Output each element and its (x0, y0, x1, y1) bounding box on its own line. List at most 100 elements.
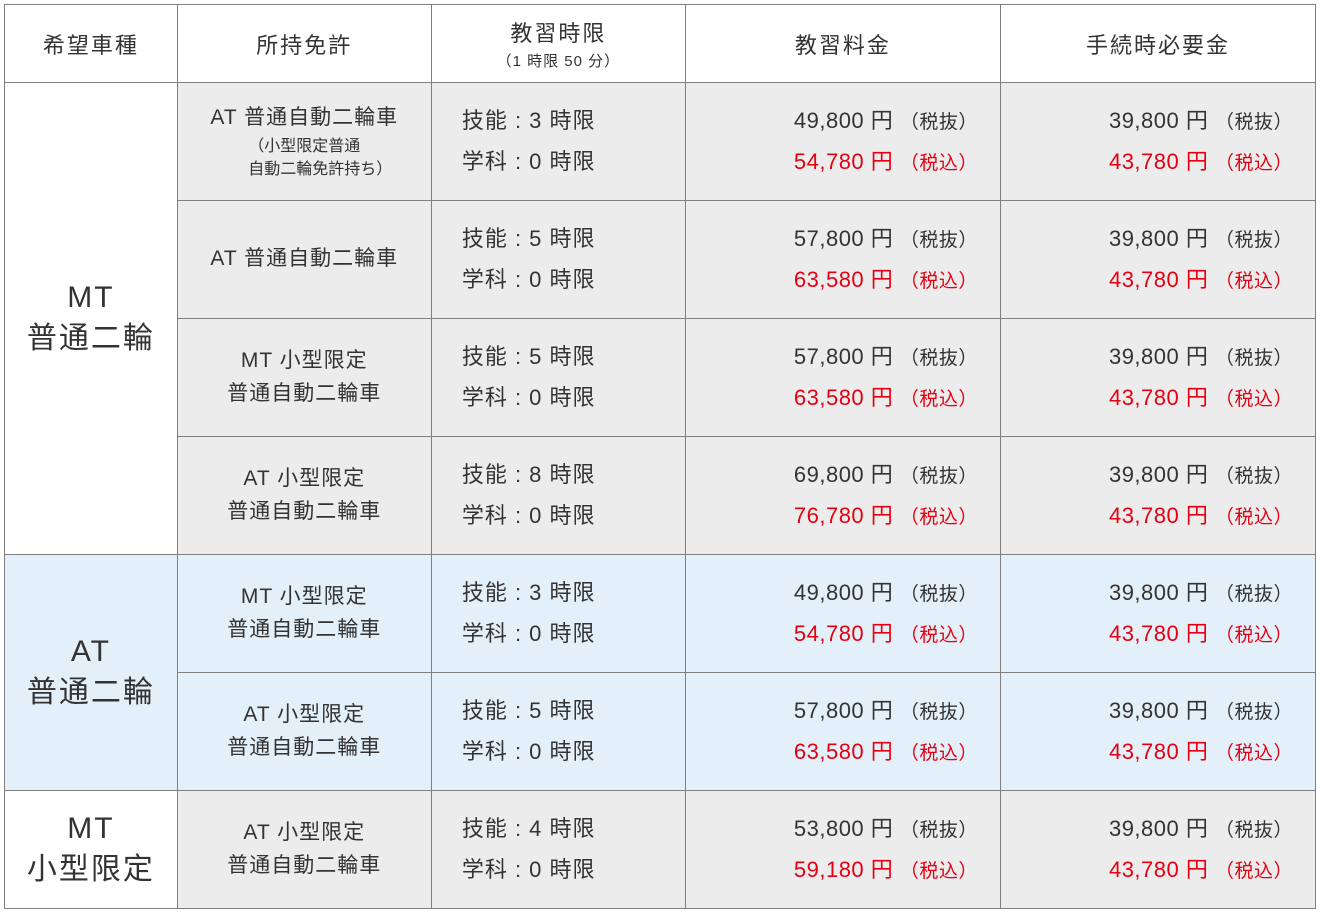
price-excl-value: 57,800 円 (794, 344, 893, 369)
license-cell: MT 小型限定普通自動二輪車 (177, 319, 431, 437)
license-cell: MT 小型限定普通自動二輪車 (177, 555, 431, 673)
tuition-cell: 69,800 円 （税抜） 76,780 円 （税込） (685, 437, 1000, 555)
col-header-tuition: 教習料金 (685, 5, 1000, 83)
fee-cell: 39,800 円 （税抜） 43,780 円 （税込） (1000, 83, 1315, 201)
price-excl-value: 57,800 円 (794, 226, 893, 251)
hours-cell: 技能 : 4 時限学科 : 0 時限 (431, 791, 685, 909)
group-cell: MT小型限定 (5, 791, 178, 909)
price-incl-value: 43,780 円 (1109, 503, 1208, 528)
price-incl-value: 76,780 円 (794, 503, 893, 528)
tax-incl-label: （税込） (900, 743, 978, 764)
price-incl-value: 63,580 円 (794, 267, 893, 292)
price-incl-value: 54,780 円 (794, 149, 893, 174)
hours-cell: 技能 : 3 時限学科 : 0 時限 (431, 555, 685, 673)
group-label: MT普通二輪 (5, 278, 177, 359)
tax-incl-label: （税込） (1215, 861, 1293, 882)
license-cell: AT 小型限定普通自動二輪車 (177, 673, 431, 791)
table-row: AT 小型限定普通自動二輪車技能 : 8 時限学科 : 0 時限69,800 円… (5, 437, 1316, 555)
tax-excl-label: （税抜） (900, 230, 978, 251)
col-header-vehicle: 希望車種 (5, 5, 178, 83)
tax-excl-label: （税抜） (1215, 230, 1293, 251)
price-excl-value: 39,800 円 (1109, 108, 1208, 133)
price-incl-value: 43,780 円 (1109, 857, 1208, 882)
tuition-cell: 53,800 円 （税抜） 59,180 円 （税込） (685, 791, 1000, 909)
license-cell: AT 普通自動二輪車 (177, 201, 431, 319)
tax-excl-label: （税抜） (900, 584, 978, 605)
table-row: AT普通二輪MT 小型限定普通自動二輪車技能 : 3 時限学科 : 0 時限49… (5, 555, 1316, 673)
tax-excl-label: （税抜） (900, 348, 978, 369)
tax-excl-label: （税抜） (1215, 702, 1293, 723)
price-incl-value: 63,580 円 (794, 385, 893, 410)
price-excl-value: 69,800 円 (794, 462, 893, 487)
tax-excl-label: （税抜） (900, 820, 978, 841)
hours-cell: 技能 : 5 時限学科 : 0 時限 (431, 201, 685, 319)
price-excl-value: 49,800 円 (794, 580, 893, 605)
hours-cell: 技能 : 5 時限学科 : 0 時限 (431, 673, 685, 791)
price-excl-value: 39,800 円 (1109, 344, 1208, 369)
group-cell: MT普通二輪 (5, 83, 178, 555)
price-incl-value: 43,780 円 (1109, 739, 1208, 764)
price-excl-value: 49,800 円 (794, 108, 893, 133)
fee-cell: 39,800 円 （税抜） 43,780 円 （税込） (1000, 319, 1315, 437)
tax-incl-label: （税込） (900, 271, 978, 292)
price-incl-value: 43,780 円 (1109, 621, 1208, 646)
hours-cell: 技能 : 8 時限学科 : 0 時限 (431, 437, 685, 555)
price-excl-value: 39,800 円 (1109, 226, 1208, 251)
price-excl-value: 53,800 円 (794, 816, 893, 841)
price-excl-value: 39,800 円 (1109, 462, 1208, 487)
tax-excl-label: （税抜） (1215, 584, 1293, 605)
hours-cell: 技能 : 3 時限学科 : 0 時限 (431, 83, 685, 201)
tuition-cell: 57,800 円 （税抜） 63,580 円 （税込） (685, 319, 1000, 437)
tax-excl-label: （税抜） (1215, 112, 1293, 133)
table-row: MT 小型限定普通自動二輪車技能 : 5 時限学科 : 0 時限57,800 円… (5, 319, 1316, 437)
tuition-cell: 57,800 円 （税抜） 63,580 円 （税込） (685, 201, 1000, 319)
pricing-table: 希望車種 所持免許 教習時限 （1 時限 50 分） 教習料金 手続時必要金 M… (4, 4, 1316, 909)
group-cell: AT普通二輪 (5, 555, 178, 791)
tuition-cell: 57,800 円 （税抜）63,580 円 （税込） (685, 673, 1000, 791)
tax-incl-label: （税込） (1215, 507, 1293, 528)
price-incl-value: 43,780 円 (1109, 267, 1208, 292)
fee-cell: 39,800 円 （税抜） 43,780 円 （税込） (1000, 673, 1315, 791)
table-row: AT 普通自動二輪車技能 : 5 時限学科 : 0 時限57,800 円 （税抜… (5, 201, 1316, 319)
col-header-fee: 手続時必要金 (1000, 5, 1315, 83)
hours-cell: 技能 : 5 時限学科 : 0 時限 (431, 319, 685, 437)
tax-incl-label: （税込） (1215, 389, 1293, 410)
tax-excl-label: （税抜） (900, 702, 978, 723)
price-incl-value: 43,780 円 (1109, 385, 1208, 410)
tax-excl-label: （税抜） (1215, 348, 1293, 369)
tax-excl-label: （税抜） (1215, 820, 1293, 841)
price-excl-value: 39,800 円 (1109, 816, 1208, 841)
price-excl-value: 57,800 円 (794, 698, 893, 723)
license-cell: AT 小型限定普通自動二輪車 (177, 437, 431, 555)
tax-incl-label: （税込） (900, 861, 978, 882)
tax-incl-label: （税込） (1215, 153, 1293, 174)
tax-excl-label: （税抜） (1215, 466, 1293, 487)
tax-excl-label: （税抜） (900, 112, 978, 133)
fee-cell: 39,800 円 （税抜） 43,780 円 （税込） (1000, 791, 1315, 909)
price-excl-value: 39,800 円 (1109, 698, 1208, 723)
tax-incl-label: （税込） (900, 389, 978, 410)
price-excl-value: 39,800 円 (1109, 580, 1208, 605)
tax-incl-label: （税込） (900, 625, 978, 646)
price-incl-value: 59,180 円 (794, 857, 893, 882)
tax-incl-label: （税込） (1215, 625, 1293, 646)
fee-cell: 39,800 円 （税抜） 43,780 円 （税込） (1000, 555, 1315, 673)
col-header-license: 所持免許 (177, 5, 431, 83)
tax-incl-label: （税込） (1215, 743, 1293, 764)
fee-cell: 39,800 円 （税抜） 43,780 円 （税込） (1000, 437, 1315, 555)
tax-excl-label: （税抜） (900, 466, 978, 487)
group-label: MT小型限定 (5, 809, 177, 890)
fee-cell: 39,800 円 （税抜） 43,780 円 （税込） (1000, 201, 1315, 319)
tax-incl-label: （税込） (1215, 271, 1293, 292)
tax-incl-label: （税込） (900, 507, 978, 528)
tuition-cell: 49,800 円 （税抜） 54,780 円 （税込） (685, 83, 1000, 201)
price-incl-value: 43,780 円 (1109, 149, 1208, 174)
tuition-cell: 49,800 円 （税抜） 54,780 円 （税込） (685, 555, 1000, 673)
group-label: AT普通二輪 (5, 632, 177, 713)
tax-incl-label: （税込） (900, 153, 978, 174)
price-incl-value: 54,780 円 (794, 621, 893, 646)
table-row: MT小型限定AT 小型限定普通自動二輪車技能 : 4 時限学科 : 0 時限53… (5, 791, 1316, 909)
table-row: MT普通二輪AT 普通自動二輪車（小型限定普通 自動二輪免許持ち）技能 : 3 … (5, 83, 1316, 201)
license-cell: AT 小型限定普通自動二輪車 (177, 791, 431, 909)
table-header-row: 希望車種 所持免許 教習時限 （1 時限 50 分） 教習料金 手続時必要金 (5, 5, 1316, 83)
